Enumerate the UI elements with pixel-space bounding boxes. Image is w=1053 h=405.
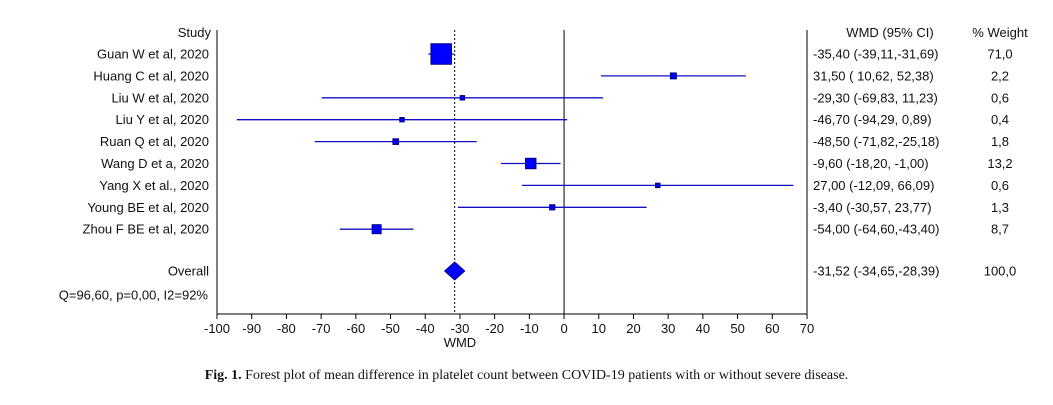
overall-ci-text: -31,52 (-34,65,-28,39) <box>813 264 939 279</box>
caption-text: Forest plot of mean difference in platel… <box>245 368 849 383</box>
x-tick-label: -90 <box>242 321 261 336</box>
overall-label: Overall <box>168 264 209 279</box>
study-label: Liu Y et al, 2020 <box>116 112 210 127</box>
x-tick-label: 40 <box>696 321 710 336</box>
weight-text: 1,3 <box>991 200 1009 215</box>
plot-frame <box>216 30 808 315</box>
study-label: Zhou F BE et al, 2020 <box>83 222 209 237</box>
study-marker <box>399 117 405 123</box>
forest-plot: Study Guan W et al, 2020 Huang C et al, 20… <box>59 25 1028 350</box>
effect-ci-text: -35,40 (-39,11,-31,69) <box>813 47 939 62</box>
x-tick-label: 30 <box>661 321 675 336</box>
effect-ci-text: -3,40 (-30,57, 23,77) <box>813 200 932 215</box>
study-marker <box>459 95 466 101</box>
study-markers <box>236 43 794 281</box>
effect-ci-text: 31,50 ( 10,62, 52,38) <box>813 68 934 83</box>
study-marker <box>371 224 382 235</box>
weight-text: 8,7 <box>991 222 1009 237</box>
study-label: Yang X et al., 2020 <box>99 178 209 193</box>
study-marker <box>655 182 661 189</box>
x-tick-label: -10 <box>520 321 539 336</box>
effect-ci-text: -48,50 (-71,82,-25,18) <box>813 134 939 149</box>
overall-diamond <box>443 261 466 281</box>
weight-text: 0,6 <box>991 178 1009 193</box>
study-label: Wang D et a, 2020 <box>101 156 209 171</box>
study-label: Ruan Q et al, 2020 <box>100 134 209 149</box>
x-tick-label: -100 <box>204 321 230 336</box>
heterogeneity-text: Q=96,60, p=0,00, I2=92% <box>59 288 209 303</box>
x-tick-label: 10 <box>592 321 606 336</box>
weight-text: 2,2 <box>991 68 1009 83</box>
caption-label: Fig. 1. <box>204 368 242 383</box>
study-labels: Study Guan W et al, 2020 Huang C et al, 20… <box>59 25 212 303</box>
effect-ci-text: -46,70 (-94,29, 0,89) <box>813 112 932 127</box>
study-label: Huang C et al, 2020 <box>93 68 209 83</box>
x-tick-label: -50 <box>381 321 400 336</box>
x-tick-label: 50 <box>730 321 744 336</box>
study-label: Young BE et al, 2020 <box>87 200 209 215</box>
study-marker <box>392 138 400 145</box>
effect-ci-text: 27,00 (-12,09, 66,09) <box>813 178 934 193</box>
study-label: Liu W et al, 2020 <box>111 90 209 105</box>
study-marker <box>525 157 537 170</box>
weight-text: 1,8 <box>991 134 1009 149</box>
x-tick-label: 60 <box>765 321 779 336</box>
study-marker <box>669 72 677 80</box>
x-axis-label: WMD <box>444 335 477 350</box>
effect-ci-text: -9,60 (-18,20, -1,00) <box>813 156 929 171</box>
x-tick-label: 0 <box>560 321 567 336</box>
weight-text: 71,0 <box>987 47 1012 62</box>
x-tick-label: -30 <box>451 321 470 336</box>
weight-header: % Weight <box>972 25 1028 40</box>
weight-text: 0,6 <box>991 90 1009 105</box>
figure-caption: Fig. 1. Forest plot of mean difference i… <box>0 368 1053 384</box>
effect-ci-text: -29,30 (-69,83, 11,23) <box>813 90 938 105</box>
weight-text: 0,4 <box>991 112 1009 127</box>
x-tick-label: 20 <box>626 321 640 336</box>
effect-ci-text: -54,00 (-64,60,-43,40) <box>813 222 939 237</box>
study-marker <box>430 43 452 65</box>
x-tick-label: 70 <box>800 321 814 336</box>
study-marker <box>549 204 556 211</box>
x-tick-label: -40 <box>416 321 435 336</box>
x-tick-label: -60 <box>346 321 365 336</box>
x-axis: -100 -90 -80 -70 -60 -50 -40 -30 -20 -10 0 10 20 30 40… <box>204 314 814 350</box>
overall-weight-text: 100,0 <box>984 264 1017 279</box>
effect-header: WMD (95% CI) <box>846 25 933 40</box>
x-tick-label: -70 <box>312 321 331 336</box>
x-tick-label: -20 <box>485 321 504 336</box>
effect-columns: WMD (95% CI) % Weight -35,40 (-39,11,-31,6… <box>813 25 1028 279</box>
x-tick-label: -80 <box>277 321 296 336</box>
study-label: Guan W et al, 2020 <box>97 47 209 62</box>
weight-text: 13,2 <box>987 156 1012 171</box>
study-header: Study <box>178 25 212 40</box>
reference-lines <box>454 30 565 314</box>
